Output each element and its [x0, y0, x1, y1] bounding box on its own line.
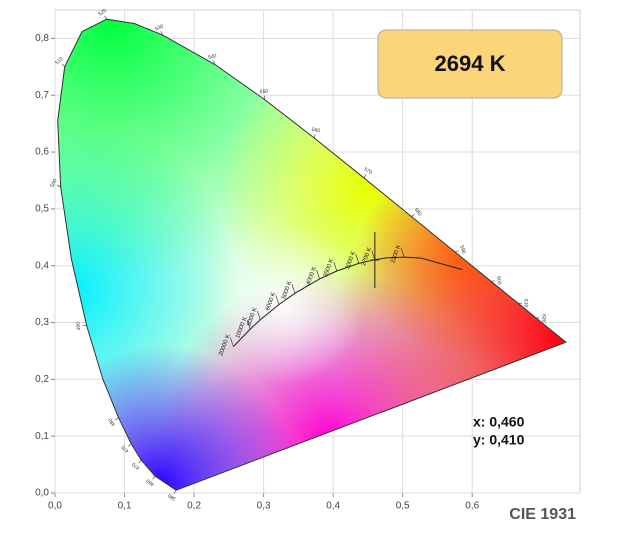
- wavelength-tick: [57, 184, 61, 188]
- wavelength-label: 470: [131, 461, 141, 471]
- cct-tick: [333, 261, 338, 272]
- wavelength-label: 570: [363, 167, 373, 177]
- y-tick-label: 0,5: [35, 204, 49, 215]
- x-tick-label: 0,6: [465, 501, 479, 512]
- cct-tick: [230, 337, 234, 347]
- x-tick-label: 0,2: [187, 501, 201, 512]
- wavelength-label: 590: [458, 245, 466, 255]
- y-tick-label: 0,8: [35, 33, 49, 44]
- x-tick-label: 0,1: [118, 501, 132, 512]
- wavelength-label: 550: [260, 89, 269, 96]
- wavelength-label: 500: [49, 178, 58, 188]
- wavelength-label: 600: [495, 276, 502, 285]
- wavelength-tick: [213, 60, 215, 65]
- wavelength-label: 480: [107, 417, 117, 427]
- x-tick-label: 0,5: [396, 501, 410, 512]
- y-tick-label: 0,3: [35, 317, 49, 328]
- wavelength-tick: [115, 417, 119, 421]
- wavelength-label: 610: [523, 299, 529, 308]
- wavelength-label: 540: [208, 53, 218, 61]
- cct-tick: [316, 269, 320, 279]
- wavelength-label: 510: [54, 56, 64, 66]
- cct-badge: [377, 29, 563, 99]
- cct-tick: [371, 250, 376, 260]
- wavelength-tick: [138, 459, 142, 464]
- spectral-locus: [57, 18, 567, 491]
- y-tick-label: 0,4: [35, 260, 49, 271]
- wavelength-label: 520: [97, 8, 107, 18]
- wavelength-tick: [363, 174, 367, 178]
- wavelength-label: 490: [75, 321, 82, 330]
- wavelength-label: 380: [167, 492, 177, 502]
- wavelength-tick: [160, 31, 163, 36]
- wavelength-label: 580: [413, 207, 423, 217]
- wavelength-label: 530: [154, 24, 164, 33]
- cct-tick: [256, 310, 261, 320]
- y-tick-label: 0,0: [35, 488, 49, 499]
- x-tick-label: 0,3: [257, 501, 271, 512]
- wavelength-tick: [61, 63, 65, 67]
- x-tick-label: 0,4: [326, 501, 340, 512]
- wavelength-label: 560: [311, 127, 320, 134]
- y-tick-label: 0,6: [35, 147, 49, 158]
- wavelength-tick: [128, 443, 132, 447]
- x-coordinate: x: 0,460: [473, 414, 525, 430]
- wavelength-label: 475: [120, 444, 130, 454]
- caption: CIE 1931: [509, 506, 576, 523]
- y-tick-label: 0,7: [35, 90, 49, 101]
- cct-tick: [291, 284, 296, 294]
- wavelength-tick: [152, 475, 156, 480]
- cct-tick: [400, 247, 405, 258]
- y-tick-label: 0,2: [35, 374, 49, 385]
- cct-value: 2694 K: [435, 51, 506, 76]
- wavelength-tick: [314, 134, 316, 139]
- wavelength-label: 460: [145, 477, 155, 487]
- wavelength-tick: [454, 250, 459, 253]
- wavelength-tick: [104, 15, 107, 20]
- wavelength-label: 620: [540, 314, 546, 323]
- wavelength-tick: [411, 213, 415, 217]
- cct-tick: [355, 254, 360, 264]
- y-coordinate: y: 0,410: [473, 432, 525, 448]
- cct-tick: [275, 295, 280, 305]
- cct-tick: [246, 320, 251, 330]
- wavelength-tick: [173, 490, 177, 494]
- y-tick-label: 0,1: [35, 431, 49, 442]
- x-tick-label: 0,0: [48, 501, 62, 512]
